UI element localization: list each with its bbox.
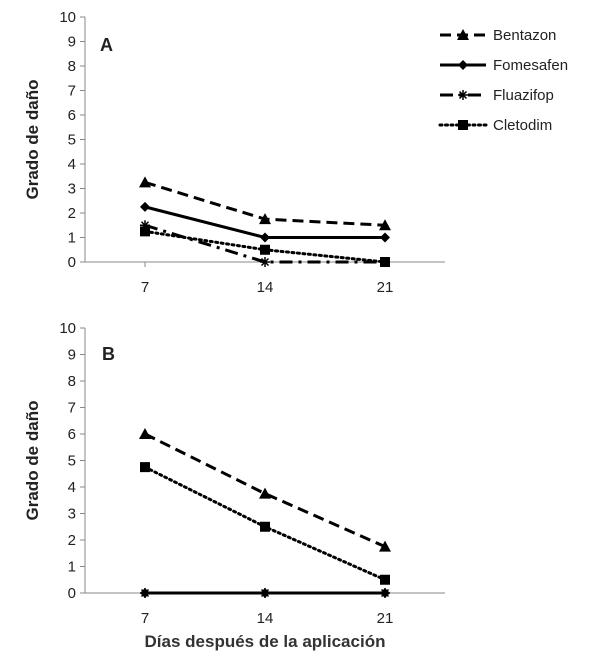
x-axis-label: Días después de la aplicación xyxy=(145,632,386,651)
data-point-fluazifop xyxy=(380,588,390,598)
y-tick-label: 9 xyxy=(68,34,76,51)
legend-marker xyxy=(458,90,468,100)
data-point-bentazon xyxy=(139,176,151,188)
y-tick-label: 8 xyxy=(68,58,76,75)
data-point-cletodim xyxy=(140,462,150,473)
y-tick-label: 2 xyxy=(68,532,76,549)
data-point-cletodim xyxy=(380,257,390,267)
y-tick-label: 4 xyxy=(68,156,76,173)
x-tick-label: 14 xyxy=(257,279,274,296)
data-point-bentazon xyxy=(379,219,391,231)
legend-item-cletodim: Cletodim xyxy=(438,117,552,134)
legend-item-fomesafen: Fomesafen xyxy=(440,57,568,74)
data-point-fluazifop xyxy=(260,257,270,267)
panel-label: B xyxy=(102,344,115,364)
x-tick-label: 7 xyxy=(141,279,149,296)
x-tick-label: 14 xyxy=(257,610,274,627)
y-tick-label: 10 xyxy=(59,320,76,337)
y-tick-label: 7 xyxy=(68,83,76,100)
y-tick-label: 2 xyxy=(68,205,76,222)
data-point-bentazon xyxy=(139,428,151,439)
legend-marker xyxy=(457,29,469,40)
data-point-bentazon xyxy=(259,213,271,225)
y-tick-label: 8 xyxy=(68,373,76,390)
data-point-cletodim xyxy=(260,244,270,255)
x-tick-label: 21 xyxy=(377,279,394,296)
legend-item-bentazon: Bentazon xyxy=(440,27,556,44)
panel-label: A xyxy=(100,35,113,55)
legend-marker xyxy=(458,60,468,70)
series-cletodim xyxy=(140,462,390,585)
y-tick-label: 5 xyxy=(68,132,76,149)
y-tick-label: 10 xyxy=(59,9,76,26)
y-tick-label: 5 xyxy=(68,453,76,470)
series-bentazon xyxy=(139,428,391,552)
legend-label: Fluazifop xyxy=(493,87,554,104)
legend-marker xyxy=(458,120,468,130)
y-tick-label: 1 xyxy=(68,559,76,576)
y-tick-label: 0 xyxy=(68,254,76,271)
chart-panel-a: 0 1 2 3 4 5 6 7 8 9 10 7 14 21 Grado de daño A xyxy=(23,9,445,296)
data-point-fluazifop xyxy=(140,588,150,598)
y-tick-label: 6 xyxy=(68,426,76,443)
y-tick-label: 1 xyxy=(68,230,76,247)
series-bentazon xyxy=(139,176,391,231)
data-point-cletodim xyxy=(380,574,390,585)
y-tick-label: 3 xyxy=(68,181,76,198)
data-point-bentazon xyxy=(259,487,271,499)
x-tick-label: 21 xyxy=(377,610,394,627)
data-point-bentazon xyxy=(379,540,391,552)
series-cletodim xyxy=(140,226,390,267)
series-line-fluazifop xyxy=(144,223,385,264)
data-point-cletodim xyxy=(260,521,270,532)
series-line-bentazon xyxy=(144,432,386,548)
series-fluazifop xyxy=(140,588,390,598)
y-axis-label: Grado de daño xyxy=(23,401,42,521)
legend-label: Fomesafen xyxy=(493,57,568,74)
legend-label: Bentazon xyxy=(493,27,556,44)
y-tick-label: 9 xyxy=(68,347,76,364)
chart-panel-b: 0 1 2 3 4 5 6 7 8 9 10 7 14 21 Grado de daño Días despu… xyxy=(23,320,445,651)
y-tick-label: 6 xyxy=(68,107,76,124)
x-tick-label: 7 xyxy=(141,610,149,627)
series-fomesafen xyxy=(140,201,390,243)
y-axis-label: Grado de daño xyxy=(23,80,42,200)
y-tick-label: 7 xyxy=(68,400,76,417)
y-tick-label: 3 xyxy=(68,506,76,523)
data-point-fluazifop xyxy=(260,588,270,598)
data-point-fomesafen xyxy=(380,232,390,243)
data-point-cletodim xyxy=(140,226,150,237)
legend: Bentazon Fomesafen Fluazifop Cletodim xyxy=(438,27,568,134)
legend-label: Cletodim xyxy=(493,117,552,134)
legend-item-fluazifop: Fluazifop xyxy=(440,87,554,104)
data-point-fomesafen xyxy=(260,232,270,243)
data-point-fomesafen xyxy=(140,201,150,212)
y-tick-label: 4 xyxy=(68,479,76,496)
y-tick-label: 0 xyxy=(68,585,76,602)
